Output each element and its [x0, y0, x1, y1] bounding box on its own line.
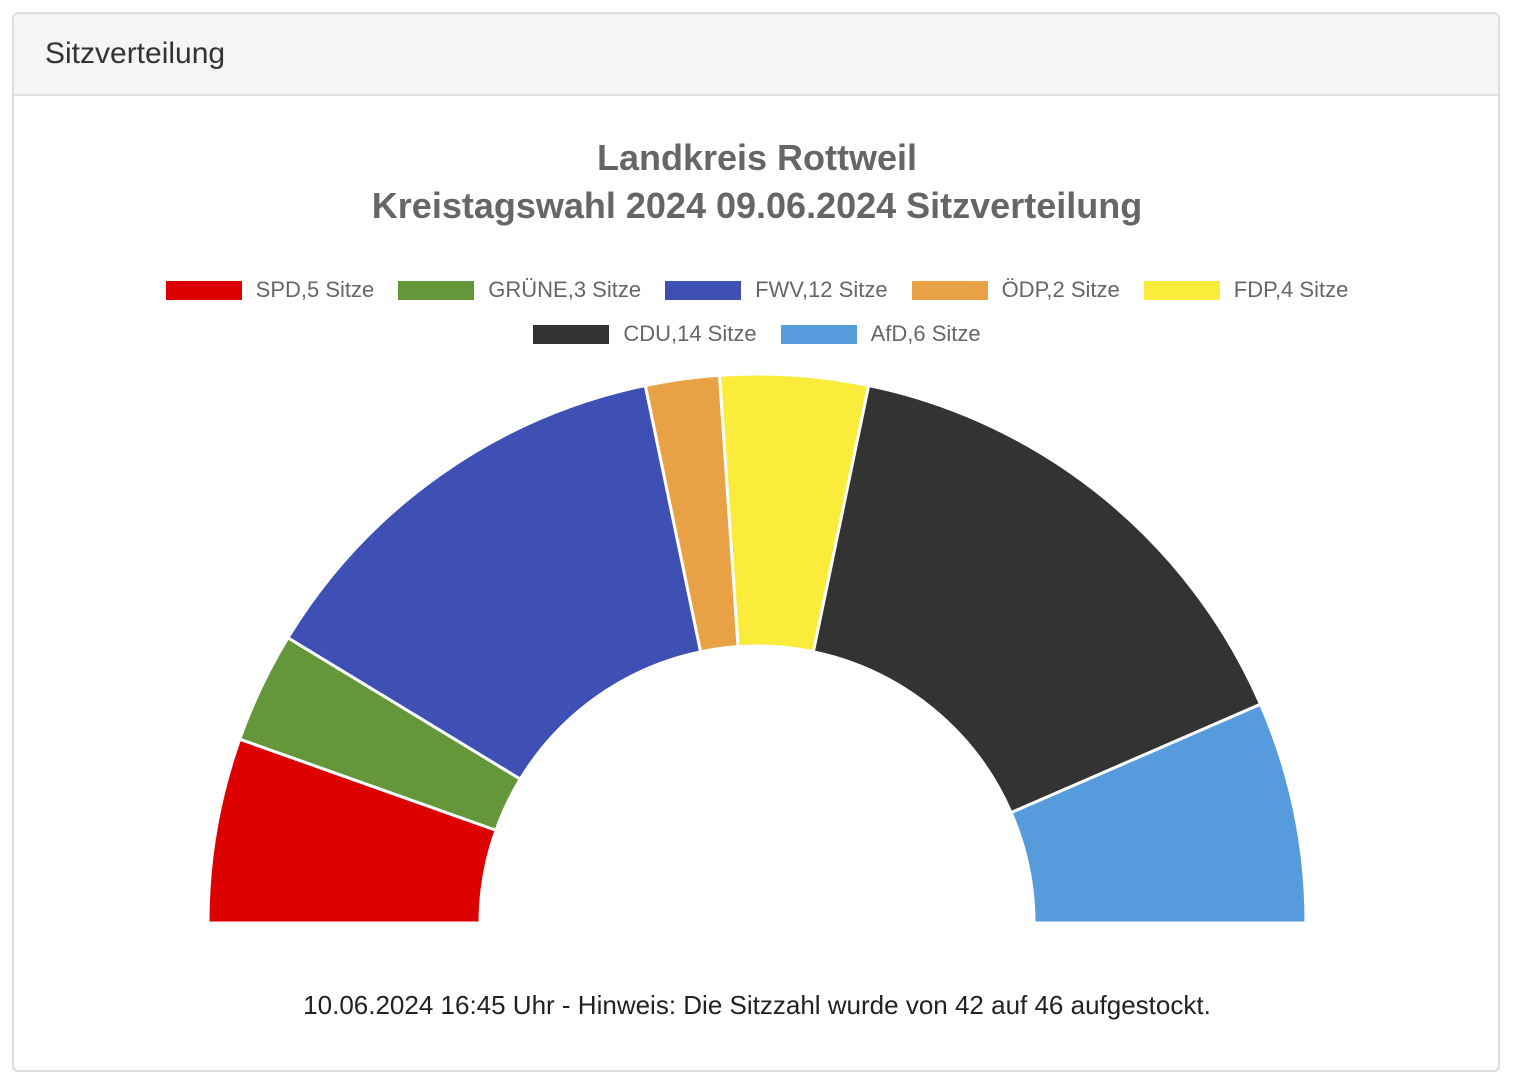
legend-item-spd[interactable]: SPD,5 Sitze	[165, 277, 375, 303]
chart-segments	[206, 372, 1308, 925]
legend-item-afd[interactable]: AfD,6 Sitze	[780, 321, 981, 347]
legend-swatch-spd	[165, 280, 242, 300]
legend-label-cdu: CDU,14 Sitze	[623, 321, 757, 346]
panel-header: Sitzverteilung	[14, 14, 1498, 96]
chart-title: Landkreis Rottweil Kreistagswahl 2024 09…	[0, 134, 1514, 230]
legend-swatch-oedp	[911, 280, 988, 300]
chart-title-line1: Landkreis Rottweil	[596, 137, 918, 178]
legend-item-gruene[interactable]: GRÜNE,3 Sitze	[398, 277, 641, 303]
panel-title: Sitzverteilung	[45, 37, 226, 70]
legend-row-1: SPD,5 Sitze GRÜNE,3 Sitze FWV,12 Sitze Ö…	[0, 268, 1514, 312]
legend-swatch-gruene	[398, 280, 475, 300]
chart-footnote: 10.06.2024 16:45 Uhr - Hinweis: Die Sitz…	[303, 990, 1211, 1020]
legend-swatch-fdp	[1143, 280, 1220, 300]
segment-cdu[interactable]	[811, 383, 1263, 815]
legend-swatch-fwv	[665, 280, 742, 300]
legend-label-fwv: FWV,12 Sitze	[755, 277, 888, 302]
legend-item-oedp[interactable]: ÖDP,2 Sitze	[911, 277, 1120, 303]
legend-swatch-cdu	[533, 324, 610, 344]
legend-row-2: CDU,14 Sitze AfD,6 Sitze	[0, 312, 1514, 356]
legend-label-fdp: FDP,4 Sitze	[1233, 277, 1349, 302]
chart-legend: SPD,5 Sitze GRÜNE,3 Sitze FWV,12 Sitze Ö…	[0, 268, 1514, 356]
legend-label-oedp: ÖDP,2 Sitze	[1001, 277, 1120, 302]
segment-fwv[interactable]	[285, 383, 703, 782]
legend-label-gruene: GRÜNE,3 Sitze	[488, 277, 642, 302]
legend-item-fdp[interactable]: FDP,4 Sitze	[1143, 277, 1349, 303]
chart-title-line2: Kreistagswahl 2024 09.06.2024 Sitzvertei…	[371, 185, 1143, 226]
legend-swatch-afd	[780, 324, 857, 344]
segment-afd[interactable]	[1009, 702, 1308, 925]
legend-item-cdu[interactable]: CDU,14 Sitze	[533, 321, 757, 347]
legend-label-spd: SPD,5 Sitze	[255, 277, 375, 302]
legend-item-fwv[interactable]: FWV,12 Sitze	[665, 277, 888, 303]
legend-label-afd: AfD,6 Sitze	[870, 321, 981, 346]
